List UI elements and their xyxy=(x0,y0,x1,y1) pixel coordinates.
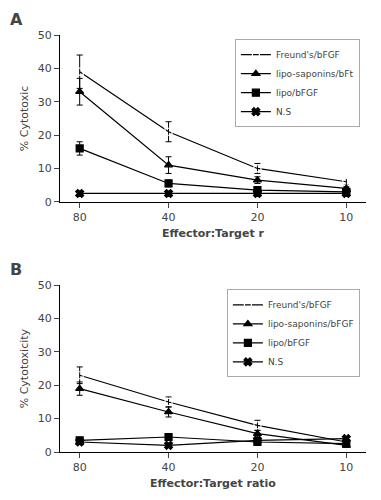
svg-text:0: 0 xyxy=(45,446,52,459)
svg-text:30: 30 xyxy=(38,96,52,109)
svg-text:50: 50 xyxy=(38,279,52,292)
svg-text:40: 40 xyxy=(38,312,52,325)
svg-text:80: 80 xyxy=(73,461,87,474)
svg-text:% Cytotoxicity: % Cytotoxicity xyxy=(18,328,31,408)
svg-text:0: 0 xyxy=(45,196,52,209)
svg-text:Effector:Target ratio: Effector:Target ratio xyxy=(150,477,276,490)
svg-text:Freund's/bFGF: Freund's/bFGF xyxy=(276,50,340,60)
svg-text:lipo-saponins/bFGF: lipo-saponins/bFGF xyxy=(268,319,354,329)
svg-text:40: 40 xyxy=(38,62,52,75)
svg-text:% Cytotoxic: % Cytotoxic xyxy=(18,86,31,152)
svg-text:20: 20 xyxy=(38,379,52,392)
svg-text:10: 10 xyxy=(38,162,52,175)
svg-text:Freund's/bFGF: Freund's/bFGF xyxy=(268,300,332,310)
svg-text:A: A xyxy=(10,10,23,29)
svg-text:80: 80 xyxy=(73,211,87,224)
svg-text:Effector:Target r: Effector:Target r xyxy=(162,227,264,240)
svg-text:20: 20 xyxy=(250,211,264,224)
svg-text:20: 20 xyxy=(38,129,52,142)
svg-text:10: 10 xyxy=(38,412,52,425)
svg-text:10: 10 xyxy=(339,211,353,224)
svg-text:N.S: N.S xyxy=(276,107,292,117)
svg-text:lipo-saponins/bFt: lipo-saponins/bFt xyxy=(276,69,354,79)
svg-text:40: 40 xyxy=(162,461,176,474)
svg-text:lipo/bFGF: lipo/bFGF xyxy=(268,338,310,348)
svg-text:N.S: N.S xyxy=(268,357,284,367)
svg-text:50: 50 xyxy=(38,29,52,42)
svg-text:30: 30 xyxy=(38,346,52,359)
svg-text:B: B xyxy=(10,260,22,279)
svg-text:40: 40 xyxy=(162,211,176,224)
svg-text:20: 20 xyxy=(250,461,264,474)
svg-text:lipo/bFGF: lipo/bFGF xyxy=(276,88,318,98)
svg-text:10: 10 xyxy=(339,461,353,474)
